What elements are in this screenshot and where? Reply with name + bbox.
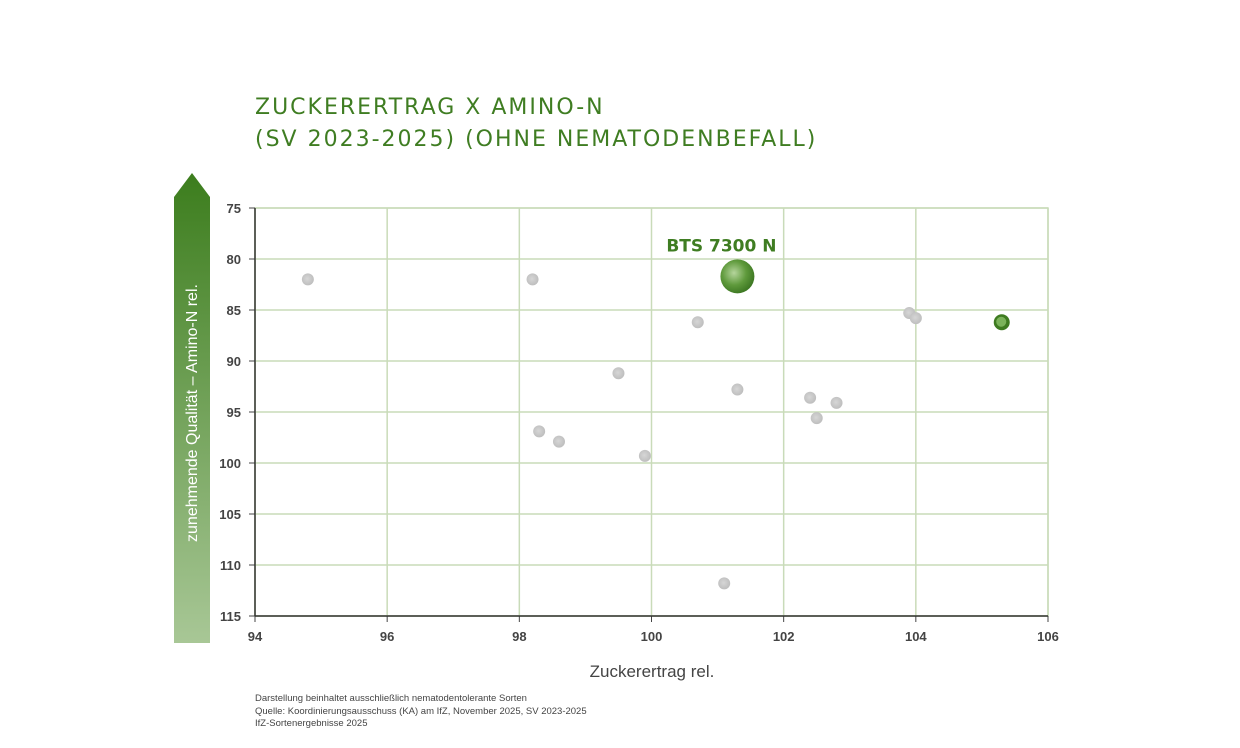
y-tick-label: 90 <box>227 354 241 369</box>
data-point <box>301 273 314 286</box>
quality-arrow <box>174 173 210 643</box>
footnotes: Darstellung beinhaltet ausschließlich ne… <box>255 693 587 731</box>
y-tick-label: 80 <box>227 252 241 267</box>
data-point <box>731 383 744 396</box>
x-tick-label: 96 <box>380 629 394 644</box>
y-tick-label: 105 <box>219 507 241 522</box>
y-tick-label: 75 <box>227 201 241 216</box>
grid <box>254 207 1049 617</box>
x-tick-label: 98 <box>512 629 526 644</box>
chart-title: ZUCKERERTRAG X AMINO-N (SV 2023-2025) (O… <box>255 92 817 156</box>
data-point <box>533 425 546 438</box>
y-tick-label: 100 <box>219 456 241 471</box>
data-point <box>718 577 731 590</box>
y-tick-label: 110 <box>220 558 241 573</box>
data-point-highlight <box>720 259 755 294</box>
data-point <box>830 396 843 409</box>
x-tick-label: 106 <box>1037 629 1059 644</box>
x-tick-label: 104 <box>905 629 927 644</box>
data-point <box>526 273 539 286</box>
axes: 75 80 85 90 95 100 105 110 115 94 96 98 100 102 104 106 <box>219 201 1059 644</box>
data-point <box>691 316 704 329</box>
data-point <box>612 367 625 380</box>
footnote-reference: IfZ-Sortenergebnisse 2025 <box>255 718 368 729</box>
x-tick-label: 94 <box>248 629 263 644</box>
data-point <box>638 449 651 462</box>
footnote-source: Quelle: Koordinierungsausschuss (KA) am … <box>255 705 587 717</box>
x-tick-label: 100 <box>641 629 663 644</box>
data-point <box>810 412 823 425</box>
data-points: BTS 7300 N <box>301 236 1010 590</box>
y-tick-label: 95 <box>227 405 241 420</box>
data-point <box>909 312 922 325</box>
footnote-scope: Darstellung beinhaltet ausschließlich ne… <box>255 693 527 704</box>
x-tick-label: 102 <box>773 629 795 644</box>
chart-title-line-2: (SV 2023-2025) (OHNE NEMATODENBEFALL) <box>255 127 818 152</box>
data-point <box>552 435 565 448</box>
y-tick-label: 115 <box>220 609 241 624</box>
chart-title-line-1: ZUCKERERTRAG X AMINO-N <box>255 95 605 120</box>
y-tick-label: 85 <box>227 303 241 318</box>
y-axis-label: zunehmende Qualität – Amino-N rel. <box>184 284 201 542</box>
data-point <box>804 391 817 404</box>
data-point-highlight-core <box>996 316 1007 327</box>
data-point-label: BTS 7300 N <box>666 236 776 256</box>
x-axis-label: Zuckerertrag rel. <box>589 662 715 681</box>
